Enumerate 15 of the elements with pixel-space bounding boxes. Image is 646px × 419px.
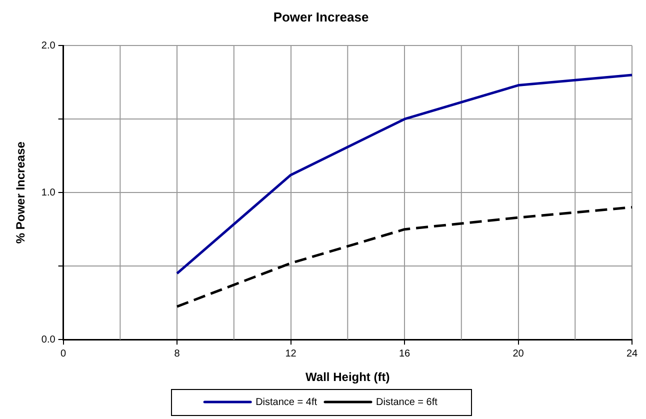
x-tick-label: 8 — [174, 348, 180, 360]
y-tick-label: 0.0 — [41, 334, 56, 346]
x-tick-label: 24 — [626, 348, 638, 360]
legend-label: Distance = 6ft — [376, 396, 438, 408]
legend-label: Distance = 4ft — [256, 396, 318, 408]
x-axis-title: Wall Height (ft) — [306, 370, 390, 384]
x-tick-label: 16 — [398, 348, 411, 360]
x-tick-label: 0 — [60, 348, 67, 360]
x-tick-label: 12 — [285, 348, 297, 360]
x-tick-label: 20 — [512, 348, 524, 360]
line-series — [176, 206, 634, 308]
y-tick-label: 2.0 — [41, 40, 56, 52]
chart-title: Power Increase — [273, 9, 369, 24]
y-tick-label: 1.0 — [41, 187, 56, 198]
y-axis-title: % Power Increase — [14, 141, 28, 244]
